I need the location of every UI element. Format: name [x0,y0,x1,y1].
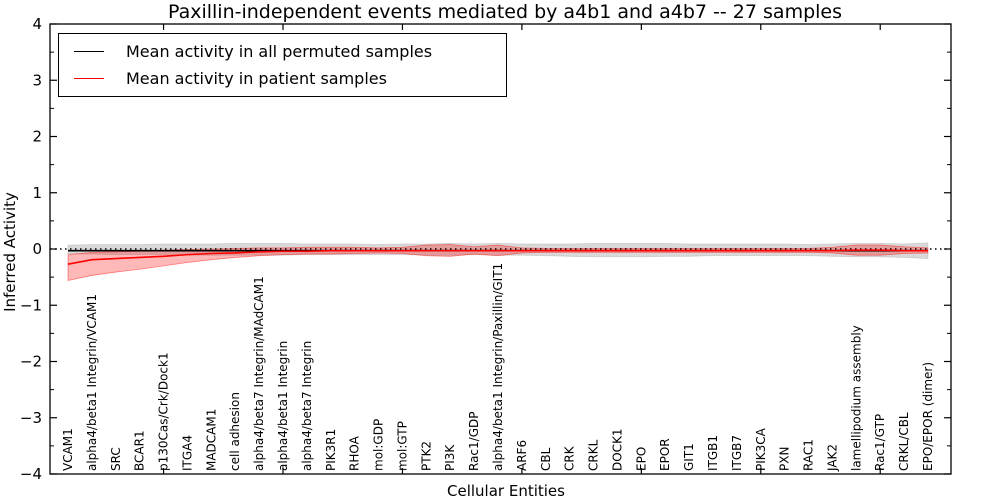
x-category-label: SRC [109,447,123,471]
x-category-label: ITGB1 [706,435,720,471]
permuted-line-sample [74,51,104,52]
x-category-label: JAK2 [825,444,839,472]
x-category-label: Rac1/GDP [467,412,481,471]
y-tick-label: −2 [20,353,42,371]
x-category-label: alpha4/beta1 Integrin [276,341,290,471]
x-category-label: PIK3R1 [324,429,338,471]
x-axis-label: Cellular Entities [447,482,565,500]
x-category-label: CRKL [587,439,601,471]
patient-line-sample [74,78,104,79]
x-category-label: CBL [539,447,553,471]
x-category-label: EPO [634,447,648,471]
x-category-label: PTK2 [419,441,433,471]
x-category-label: lamellipodium assembly [849,325,863,471]
y-tick-label: 0 [32,240,42,258]
y-tick-label: 2 [32,128,42,146]
y-tick-label: −4 [20,465,42,483]
x-category-label: ITGA4 [180,435,194,471]
y-tick-label: −3 [20,409,42,427]
x-category-label: cell adhesion [228,392,242,471]
x-category-label: EPO/EPOR (dimer) [921,362,935,471]
x-category-label: CRKL/CBL [897,412,911,471]
x-category-label: PI3K [443,444,457,471]
x-category-label: GIT1 [682,443,696,471]
x-category-label: CRK [563,445,577,471]
x-category-label: RAC1 [802,439,816,471]
x-category-label: Rac1/GTP [873,414,887,471]
y-tick-label: −1 [20,296,42,314]
chart-title: Paxillin-independent events mediated by … [167,1,843,23]
x-category-label: alpha4/beta7 Integrin [300,341,314,471]
x-category-label: RHOA [348,435,362,471]
legend-label-permuted: Mean activity in all permuted samples [126,42,433,61]
x-category-label: ITGB7 [730,435,744,471]
y-tick-label: 3 [32,71,42,89]
x-category-label: p130Cas/Crk/Dock1 [157,352,171,471]
legend-entry-patient: Mean activity in patient samples [74,66,506,92]
legend: Mean activity in all permuted samples Me… [58,33,507,97]
x-category-label: ARF6 [515,440,529,471]
y-tick-label: 1 [32,184,42,202]
legend-entry-permuted: Mean activity in all permuted samples [74,39,506,65]
x-category-label: alpha4/beta7 Integrin/MAdCAM1 [252,276,266,471]
x-category-label: mol:GDP [372,419,386,471]
patient-mean-line [67,249,928,265]
x-category-label: BCAR1 [133,430,147,471]
x-category-label: alpha4/beta1 Integrin/Paxillin/GIT1 [491,263,505,471]
x-category-label: PXN [778,447,792,471]
patient-band [67,244,929,281]
x-category-label: DOCK1 [610,428,624,471]
x-category-label: alpha4/beta1 Integrin/VCAM1 [85,294,99,471]
x-category-label: mol:GTP [395,421,409,471]
x-category-label: VCAM1 [61,428,75,471]
x-category-label: MADCAM1 [204,409,218,471]
x-category-label: PIK3CA [754,427,768,471]
x-category-label: EPOR [658,438,672,471]
y-tick-label: 4 [32,15,42,33]
legend-label-patient: Mean activity in patient samples [126,69,387,88]
